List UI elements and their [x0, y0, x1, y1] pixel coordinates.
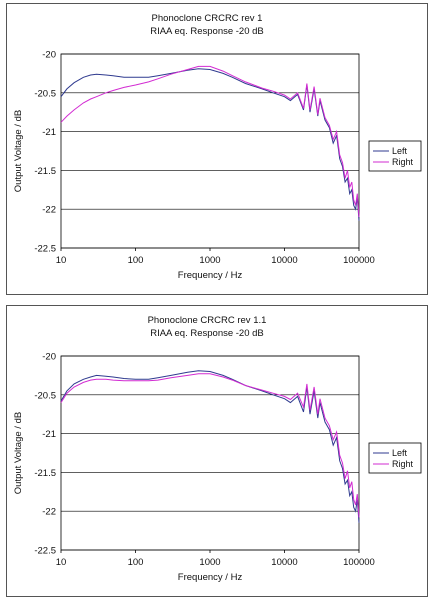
chart-svg-rev1: Phonoclone CRCRC rev 1 RIAA eq. Response …	[13, 13, 422, 281]
x-tick-label: 1000	[199, 255, 220, 266]
legend-label-left: Left	[392, 448, 408, 458]
y-axis-label: Output Voltage / dB	[13, 412, 24, 494]
y-tick-label: -22	[42, 507, 56, 518]
x-axis-label: Frequency / Hz	[178, 270, 243, 281]
chart-subtitle: RIAA eq. Response -20 dB	[150, 328, 264, 339]
y-tick-label: -21	[42, 127, 56, 138]
legend-label-right: Right	[392, 459, 414, 469]
y-tick-label: -22.5	[34, 546, 56, 557]
y-tick-label: -22.5	[34, 244, 56, 255]
x-tick-label: 100	[128, 255, 144, 266]
plot-area	[60, 53, 360, 249]
y-tick-label: -21	[42, 429, 56, 440]
series-line-left	[60, 370, 360, 523]
chart-subtitle: RIAA eq. Response -20 dB	[150, 26, 264, 37]
y-tick-label: -20.5	[34, 390, 56, 401]
y-tick-label: -21.5	[34, 468, 56, 479]
legend-box	[368, 140, 422, 172]
x-tick-label: 100000	[343, 255, 375, 266]
x-tick-label: 1000	[199, 557, 220, 568]
y-axis-label: Output Voltage / dB	[13, 110, 24, 192]
legend-label-left: Left	[392, 146, 408, 156]
x-tick-label: 100000	[343, 557, 375, 568]
y-tick-label: -22	[42, 205, 56, 216]
y-tick-label: -20.5	[34, 88, 56, 99]
y-tick-label: -20	[42, 50, 56, 61]
plot-area	[60, 355, 360, 551]
x-tick-label: 10000	[271, 557, 297, 568]
chart-title: Phonoclone CRCRC rev 1.1	[148, 315, 267, 326]
y-tick-label: -20	[42, 352, 56, 363]
y-tick-label: -21.5	[34, 166, 56, 177]
x-tick-label: 10	[56, 255, 67, 266]
series-line-right	[60, 65, 360, 218]
chart-panel-rev1: Phonoclone CRCRC rev 1 RIAA eq. Response …	[6, 3, 428, 295]
x-tick-label: 10	[56, 557, 67, 568]
legend-box	[368, 442, 422, 474]
series-line-left	[60, 68, 360, 221]
chart-panel-rev1-1: Phonoclone CRCRC rev 1.1 RIAA eq. Respons…	[6, 305, 428, 597]
x-tick-label: 10000	[271, 255, 297, 266]
x-axis-label: Frequency / Hz	[178, 572, 243, 583]
chart-title: Phonoclone CRCRC rev 1	[152, 13, 263, 24]
series-line-right	[60, 373, 360, 518]
chart-svg-rev1-1: Phonoclone CRCRC rev 1.1 RIAA eq. Respons…	[13, 315, 422, 583]
x-tick-label: 100	[128, 557, 144, 568]
legend-label-right: Right	[392, 157, 414, 167]
